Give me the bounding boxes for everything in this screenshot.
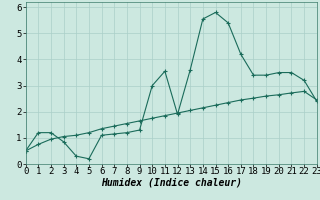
- X-axis label: Humidex (Indice chaleur): Humidex (Indice chaleur): [101, 178, 242, 188]
